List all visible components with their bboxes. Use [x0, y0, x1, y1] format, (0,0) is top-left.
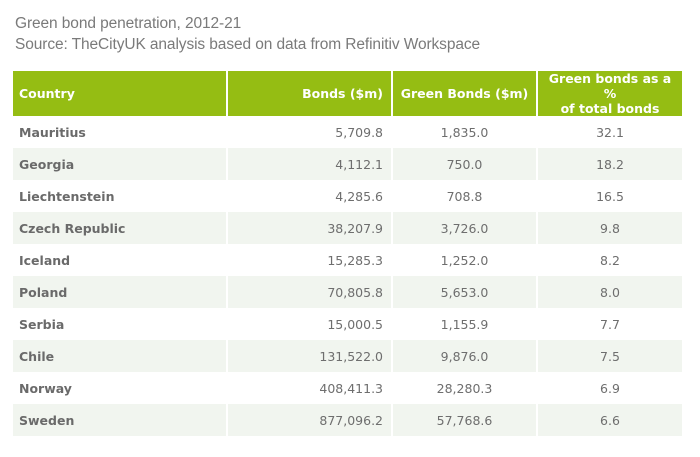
header-green-pct-line1: Green bonds as a %: [548, 71, 672, 101]
cell-country: Czech Republic: [13, 212, 228, 244]
cell-bonds: 131,522.0: [228, 340, 393, 372]
table-row: Sweden 877,096.2 57,768.6 6.6: [13, 404, 682, 436]
cell-country: Sweden: [13, 404, 228, 436]
cell-green-pct: 6.9: [538, 372, 682, 404]
table-row: Georgia 4,112.1 750.0 18.2: [13, 148, 682, 180]
cell-bonds: 4,285.6: [228, 180, 393, 212]
cell-green-bonds: 1,835.0: [393, 116, 538, 148]
table-title: Green bond penetration, 2012-21: [15, 15, 242, 32]
table-row: Iceland 15,285.3 1,252.0 8.2: [13, 244, 682, 276]
header-country: Country: [13, 71, 228, 116]
cell-bonds: 408,411.3: [228, 372, 393, 404]
cell-green-bonds: 1,155.9: [393, 308, 538, 340]
table-row: Mauritius 5,709.8 1,835.0 32.1: [13, 116, 682, 148]
cell-bonds: 4,112.1: [228, 148, 393, 180]
header-row: Country Bonds ($m) Green Bonds ($m) Gree…: [13, 71, 682, 116]
cell-bonds: 15,285.3: [228, 244, 393, 276]
cell-country: Serbia: [13, 308, 228, 340]
table-row: Serbia 15,000.5 1,155.9 7.7: [13, 308, 682, 340]
table-row: Poland 70,805.8 5,653.0 8.0: [13, 276, 682, 308]
cell-country: Georgia: [13, 148, 228, 180]
cell-green-bonds: 28,280.3: [393, 372, 538, 404]
cell-green-bonds: 3,726.0: [393, 212, 538, 244]
title-block: Green bond penetration, 2012-21 Source: …: [15, 13, 480, 55]
header-green-pct: Green bonds as a % of total bonds: [538, 71, 682, 116]
cell-green-bonds: 57,768.6: [393, 404, 538, 436]
cell-country: Mauritius: [13, 116, 228, 148]
cell-country: Chile: [13, 340, 228, 372]
table-row: Liechtenstein 4,285.6 708.8 16.5: [13, 180, 682, 212]
cell-bonds: 5,709.8: [228, 116, 393, 148]
cell-green-pct: 7.5: [538, 340, 682, 372]
cell-green-pct: 16.5: [538, 180, 682, 212]
cell-green-bonds: 750.0: [393, 148, 538, 180]
header-green-pct-line2: of total bonds: [560, 101, 660, 116]
cell-bonds: 38,207.9: [228, 212, 393, 244]
table-row: Norway 408,411.3 28,280.3 6.9: [13, 372, 682, 404]
cell-green-bonds: 1,252.0: [393, 244, 538, 276]
cell-green-pct: 9.8: [538, 212, 682, 244]
cell-green-bonds: 9,876.0: [393, 340, 538, 372]
green-bond-table: Country Bonds ($m) Green Bonds ($m) Gree…: [13, 71, 682, 436]
header-bonds: Bonds ($m): [228, 71, 393, 116]
cell-green-bonds: 5,653.0: [393, 276, 538, 308]
cell-bonds: 70,805.8: [228, 276, 393, 308]
data-table: Country Bonds ($m) Green Bonds ($m) Gree…: [13, 71, 682, 436]
cell-country: Poland: [13, 276, 228, 308]
cell-green-pct: 6.6: [538, 404, 682, 436]
cell-green-pct: 8.0: [538, 276, 682, 308]
cell-green-bonds: 708.8: [393, 180, 538, 212]
header-green-bonds: Green Bonds ($m): [393, 71, 538, 116]
cell-green-pct: 18.2: [538, 148, 682, 180]
table-row: Chile 131,522.0 9,876.0 7.5: [13, 340, 682, 372]
source-note: Source: TheCityUK analysis based on data…: [15, 36, 481, 53]
cell-bonds: 15,000.5: [228, 308, 393, 340]
cell-green-pct: 8.2: [538, 244, 682, 276]
cell-green-pct: 32.1: [538, 116, 682, 148]
table-row: Czech Republic 38,207.9 3,726.0 9.8: [13, 212, 682, 244]
cell-country: Liechtenstein: [13, 180, 228, 212]
cell-green-pct: 7.7: [538, 308, 682, 340]
cell-bonds: 877,096.2: [228, 404, 393, 436]
cell-country: Iceland: [13, 244, 228, 276]
cell-country: Norway: [13, 372, 228, 404]
